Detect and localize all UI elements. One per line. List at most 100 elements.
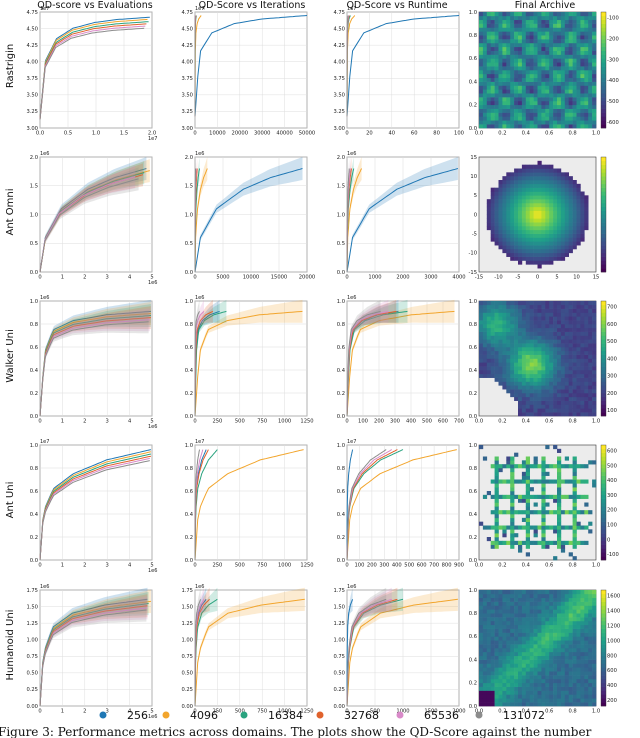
archive-cell: [588, 362, 593, 367]
legend-label-256: 256: [127, 709, 148, 722]
archive-cell: [533, 237, 538, 242]
series-line-65536: [194, 310, 205, 417]
archive-cell: [502, 124, 507, 129]
archive-cell: [545, 312, 550, 317]
archive-cell: [533, 301, 538, 306]
archive-cell: [494, 460, 499, 465]
archive-cell: [572, 89, 577, 94]
archive-cell: [521, 510, 527, 515]
archive-cell: [572, 327, 577, 332]
archive-cell: [557, 66, 562, 71]
archive-cell: [568, 93, 573, 98]
archive-cell: [494, 93, 499, 98]
archive-cell: [592, 483, 597, 488]
archive-cell: [518, 42, 523, 48]
archive-cell: [553, 609, 558, 614]
archive-cell: [537, 510, 542, 515]
archive-cell: [576, 104, 581, 109]
archive-cell: [580, 494, 585, 499]
archive-cell: [541, 66, 546, 71]
archive-cell: [549, 617, 554, 622]
archive-cell: [486, 590, 491, 595]
archive-cell: [521, 640, 527, 645]
archive-cell: [553, 116, 558, 121]
archive-cell: [557, 479, 562, 484]
archive-cell: [576, 663, 581, 668]
archive-cell: [592, 312, 597, 317]
y-tick-label: 0.0: [30, 270, 38, 276]
archive-cell: [525, 393, 530, 398]
archive-cell: [498, 46, 503, 51]
archive-cell: [580, 124, 585, 129]
archive-cell: [486, 698, 491, 703]
archive-cell: [592, 381, 597, 386]
y-tick-label: 0.4: [337, 368, 346, 374]
archive-cell: [518, 214, 523, 219]
archive-cell: [494, 682, 499, 687]
archive-cell: [560, 27, 566, 32]
archive-cell: [592, 301, 597, 306]
archive-cell: [568, 237, 573, 242]
y-tick-label: 1.25: [26, 621, 38, 627]
archive-cell: [521, 199, 527, 204]
archive-cell: [576, 233, 581, 238]
archive-cell: [521, 93, 527, 98]
y-tick-label: 1.5: [185, 184, 193, 190]
archive-cell: [568, 35, 573, 40]
colorbar-step: [601, 464, 606, 469]
archive-cell: [498, 358, 503, 363]
colorbar-step: [601, 471, 606, 476]
x-tick-label: 2: [83, 709, 86, 715]
archive-cell: [576, 479, 581, 484]
archive-cell: [576, 324, 581, 329]
archive-cell: [572, 601, 577, 606]
archive-cell: [521, 54, 527, 59]
archive-cell: [502, 245, 507, 250]
archive-cell: [553, 23, 558, 28]
archive-cell: [545, 412, 550, 417]
archive-cell: [502, 120, 507, 125]
archive-cell: [482, 609, 488, 614]
archive-cell: [541, 54, 546, 59]
colorbar-tick-label: 400: [607, 683, 617, 689]
archive-cell: [514, 116, 519, 121]
archive-cell: [506, 331, 511, 336]
archive-cell: [553, 366, 558, 371]
archive-cell: [568, 381, 573, 386]
archive-cell: [506, 525, 511, 530]
archive-cell: [549, 682, 554, 687]
archive-cell: [533, 316, 538, 321]
archive-cell: [529, 510, 534, 515]
y-tick-label: 3.75: [26, 76, 38, 82]
archive-cell: [557, 312, 562, 317]
archive-cell: [529, 304, 534, 309]
archive-cell: [549, 690, 554, 695]
archive-cell: [518, 385, 523, 390]
archive-cell: [549, 237, 554, 242]
y-tick-label: 4.00: [333, 60, 345, 66]
series-band-65536: [347, 299, 389, 416]
archive-cell: [584, 644, 589, 649]
archive-cell: [557, 176, 562, 181]
archive-cell: [537, 264, 542, 269]
archive-cell: [584, 370, 589, 375]
archive-cell: [506, 601, 511, 606]
archive-cell: [494, 597, 499, 602]
archive-cell: [545, 659, 550, 664]
archive-cell: [568, 104, 573, 109]
archive-cell: [584, 39, 589, 44]
colorbar-tick-label: 200: [607, 508, 617, 514]
archive-cell: [486, 214, 491, 219]
archive-cell: [545, 362, 550, 367]
archive-cell: [557, 702, 562, 707]
archive-cell: [564, 104, 569, 109]
archive-cell: [545, 358, 550, 363]
archive-cell: [588, 324, 593, 329]
archive-cell: [502, 222, 507, 227]
archive-cell: [482, 613, 488, 618]
archive-cell: [525, 537, 530, 542]
x-tick-label: 1.0: [592, 131, 600, 137]
archive-cell: [506, 324, 511, 329]
colorbar-step: [601, 373, 606, 378]
archive-cell: [580, 312, 585, 317]
